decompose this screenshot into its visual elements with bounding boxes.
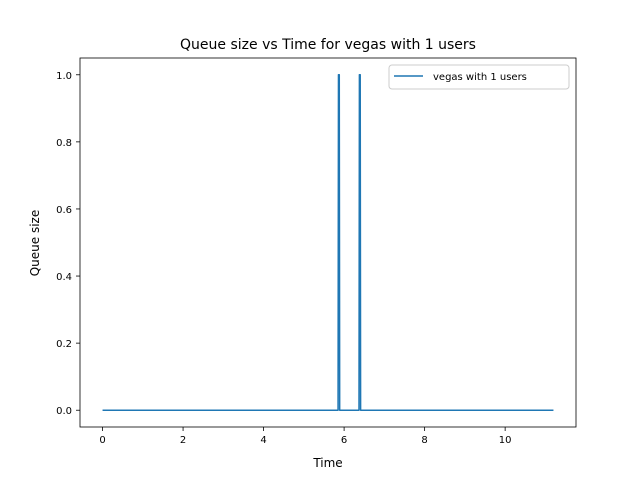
x-tick-label: 0	[99, 435, 105, 446]
y-axis-label: Queue size	[28, 210, 42, 277]
legend-box	[388, 64, 570, 90]
x-tick-label: 2	[180, 435, 186, 446]
y-tick-label: 0.0	[56, 406, 72, 417]
y-tick-label: 0.4	[56, 272, 72, 283]
y-tick-label: 0.2	[56, 339, 72, 350]
axes-frame	[79, 57, 577, 428]
legend-entry-label: vegas with 1 users	[433, 72, 527, 83]
x-tick-label: 10	[499, 435, 512, 446]
y-tick-label: 1.0	[56, 71, 72, 82]
plot-area: 0 2 4 6 8 10 0.0 0.2 0.4 0.6 0.8 1.0	[56, 57, 577, 446]
y-tick-label: 0.8	[56, 138, 72, 149]
x-tick-label: 8	[421, 435, 427, 446]
series-line-0	[102, 74, 554, 411]
x-tick-label: 4	[260, 435, 266, 446]
chart-title: Queue size vs Time for vegas with 1 user…	[180, 37, 476, 53]
y-tick-label: 0.6	[56, 205, 72, 216]
x-tick-label: 6	[341, 435, 347, 446]
x-axis-label: Time	[312, 456, 342, 470]
legend: vegas with 1 users	[388, 64, 570, 90]
